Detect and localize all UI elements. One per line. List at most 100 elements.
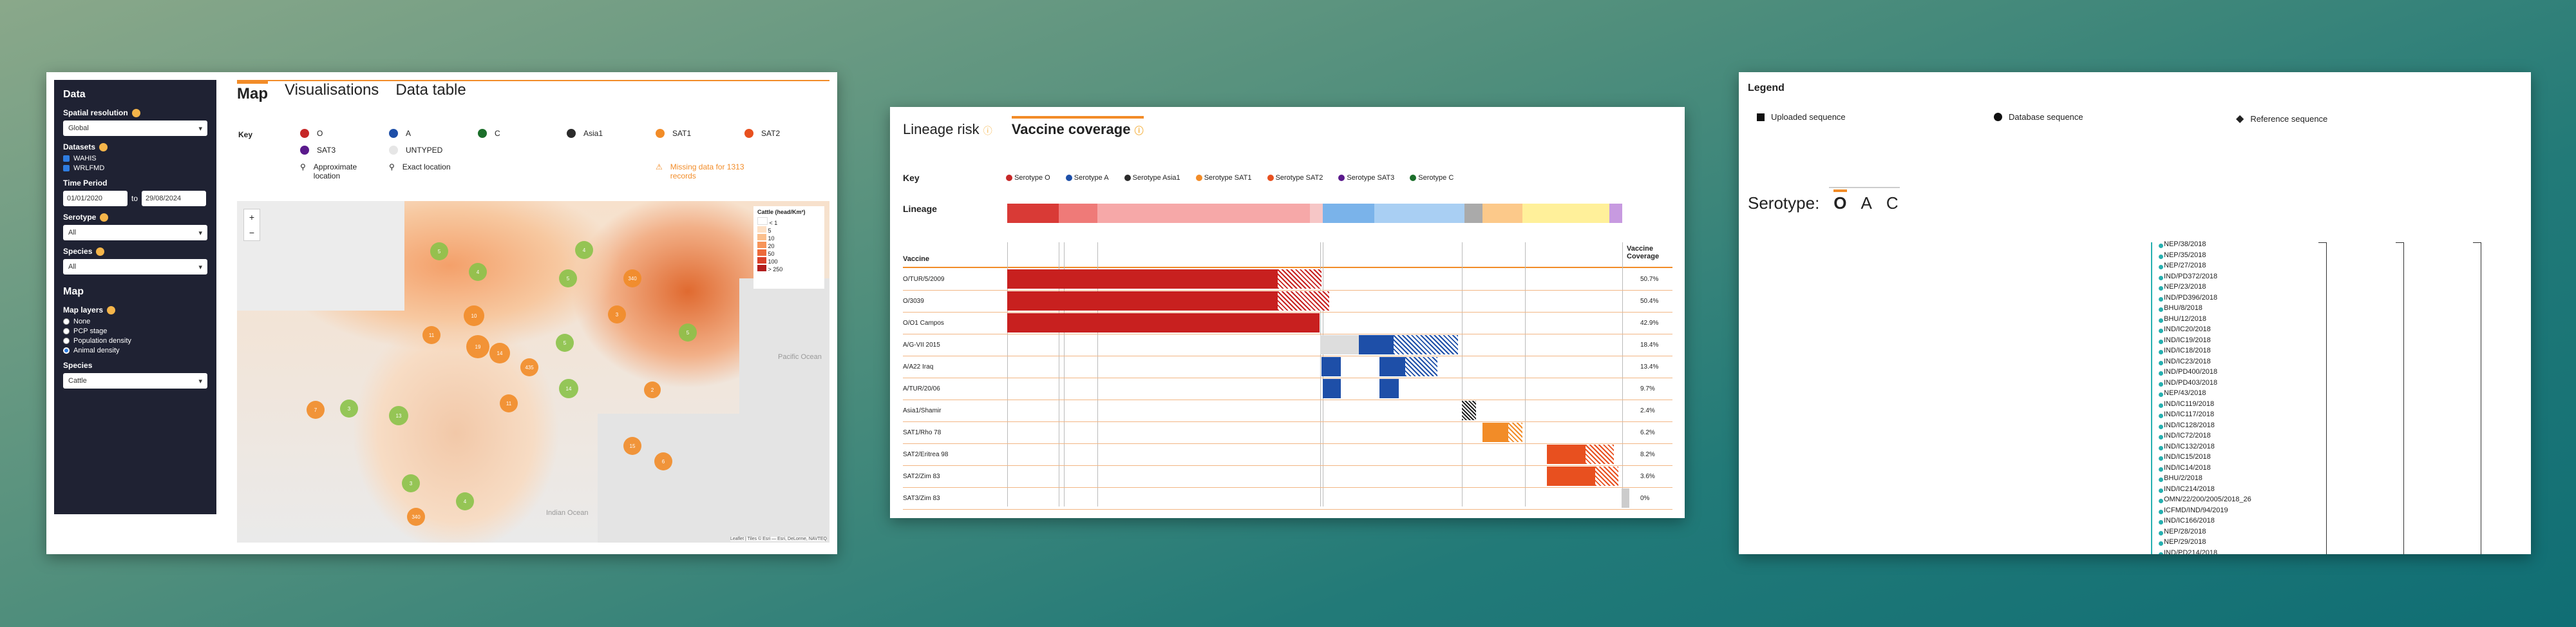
cluster-marker[interactable]: 14	[489, 343, 510, 363]
species2-select[interactable]: Cattle ▾	[63, 373, 207, 389]
tree-tip-icon[interactable]	[2159, 403, 2163, 408]
tree-leaf-label[interactable]: NEP/28/2018	[2164, 527, 2206, 535]
cluster-marker[interactable]: 4	[456, 492, 474, 510]
help-icon[interactable]	[99, 142, 108, 151]
tree-tip-icon[interactable]	[2159, 445, 2163, 450]
table-row[interactable]: SAT1/Rho 78 6.2%	[903, 421, 1672, 444]
map-attribution[interactable]: Leaflet | Tiles © Esri — Esri, DeLorme, …	[730, 537, 827, 541]
cluster-marker[interactable]: 5	[556, 334, 574, 352]
cluster-marker[interactable]: 4	[575, 241, 593, 259]
tree-leaf-label[interactable]: IND/IC72/2018	[2164, 432, 2211, 439]
tree-leaf-label[interactable]: OMN/22/200/2005/2018_26	[2164, 496, 2251, 503]
tree-tip-icon[interactable]	[2159, 350, 2163, 354]
tree-tip-icon[interactable]	[2159, 477, 2163, 482]
tree-leaf-label[interactable]: IND/IC15/2018	[2164, 453, 2211, 461]
cluster-marker[interactable]: 10	[464, 305, 484, 326]
cluster-marker[interactable]: 11	[500, 394, 518, 412]
help-icon[interactable]	[107, 305, 116, 314]
tree-tip-icon[interactable]	[2159, 392, 2163, 397]
tree-leaf-label[interactable]: NEP/43/2018	[2164, 389, 2206, 397]
tree-tip-icon[interactable]	[2159, 467, 2163, 472]
tree-tip-icon[interactable]	[2159, 414, 2163, 418]
tree-leaf-label[interactable]: IND/IC166/2018	[2164, 517, 2215, 525]
tree-tip-icon[interactable]	[2159, 488, 2163, 493]
table-row[interactable]: Asia1/Shamir 2.4%	[903, 400, 1672, 422]
cluster-marker[interactable]: 5	[559, 269, 577, 287]
tree-leaf-label[interactable]: IND/PD403/2018	[2164, 378, 2218, 387]
date-to-input[interactable]: 29/08/2024	[142, 191, 207, 206]
serotype-option-c[interactable]: C	[1886, 193, 1899, 213]
table-row[interactable]: O/TUR/5/2009 50.7%	[903, 268, 1672, 291]
tree-tip-icon[interactable]	[2159, 552, 2163, 554]
tree-tip-icon[interactable]	[2159, 456, 2163, 461]
tree-leaf-label[interactable]: NEP/29/2018	[2164, 538, 2206, 546]
missing-data-warning[interactable]: ⚠ Missing data for 1313 records	[656, 162, 744, 180]
tree-leaf-label[interactable]: NEP/38/2018	[2164, 240, 2206, 248]
help-icon[interactable]	[131, 108, 140, 117]
tree-tip-icon[interactable]	[2159, 371, 2163, 376]
tree-leaf-label[interactable]: NEP/27/2018	[2164, 262, 2206, 269]
tree-tip-icon[interactable]	[2159, 244, 2163, 248]
tree-tip-icon[interactable]	[2159, 520, 2163, 525]
tree-leaf-label[interactable]: IND/IC19/2018	[2164, 336, 2211, 344]
tree-leaf-label[interactable]: IND/IC117/2018	[2164, 410, 2215, 418]
layer-radio-pcp[interactable]: PCP stage	[63, 327, 207, 335]
table-row[interactable]: SAT2/Zim 83 3.6%	[903, 465, 1672, 488]
table-row[interactable]: O/O1 Campos 42.9%	[903, 312, 1672, 334]
serotype-select[interactable]: All ▾	[63, 225, 207, 240]
tree-tip-icon[interactable]	[2159, 499, 2163, 503]
tab-vaccine-coverage[interactable]: Vaccine coverage ⓘ	[1011, 116, 1144, 138]
tree-leaf-label[interactable]: IND/IC119/2018	[2164, 400, 2215, 408]
tree-tip-icon[interactable]	[2159, 381, 2163, 387]
tab-map[interactable]: Map	[237, 81, 268, 107]
help-icon[interactable]	[100, 213, 109, 222]
spatial-resolution-select[interactable]: Global ▾	[63, 121, 207, 136]
table-row[interactable]: A/G-VII 2015 18.4%	[903, 334, 1672, 356]
cluster-marker[interactable]: 340	[407, 508, 425, 526]
tree-leaf-label[interactable]: IND/IC14/2018	[2164, 463, 2211, 472]
cluster-marker[interactable]: 4	[469, 263, 487, 281]
cluster-marker[interactable]: 3	[402, 474, 420, 492]
radio-icon[interactable]	[63, 328, 70, 334]
cluster-marker[interactable]: 340	[623, 269, 641, 287]
tree-leaf-label[interactable]: IND/PD400/2018	[2164, 368, 2218, 376]
tree-tip-icon[interactable]	[2159, 435, 2163, 439]
cluster-marker[interactable]: 11	[422, 326, 440, 344]
dataset-checkbox-wahis[interactable]: WAHIS	[63, 155, 207, 162]
tree-leaf-label[interactable]: NEP/23/2018	[2164, 283, 2206, 291]
tree-leaf-label[interactable]: IND/PD396/2018	[2164, 293, 2218, 302]
tree-tip-icon[interactable]	[2159, 296, 2163, 302]
tab-visualisations[interactable]: Visualisations	[285, 81, 379, 99]
radio-icon[interactable]	[63, 347, 70, 354]
tree-leaf-label[interactable]: BHU/2/2018	[2164, 474, 2202, 482]
tree-tip-icon[interactable]	[2159, 286, 2163, 291]
cluster-marker[interactable]: 7	[307, 401, 325, 419]
serotype-option-a[interactable]: A	[1861, 193, 1872, 213]
table-row[interactable]: A/TUR/20/06 9.7%	[903, 378, 1672, 400]
cluster-marker[interactable]: 3	[340, 400, 358, 418]
checkbox-icon[interactable]	[63, 165, 70, 171]
info-icon[interactable]: ⓘ	[983, 126, 992, 136]
table-row[interactable]: A/A22 Iraq 13.4%	[903, 356, 1672, 378]
cluster-marker[interactable]: 14	[559, 379, 578, 398]
table-row[interactable]: SAT2/Eritrea 98 8.2%	[903, 443, 1672, 466]
table-row[interactable]: O/3039 50.4%	[903, 290, 1672, 313]
tree-leaf-label[interactable]: IND/IC128/2018	[2164, 421, 2215, 429]
date-from-input[interactable]: 01/01/2020	[63, 191, 128, 206]
tree-tip-icon[interactable]	[2159, 541, 2163, 546]
tree-leaf-label[interactable]: BHU/8/2018	[2164, 304, 2202, 312]
cluster-marker[interactable]: 5	[430, 242, 448, 260]
cluster-marker[interactable]: 6	[654, 452, 672, 470]
tree-tip-icon[interactable]	[2159, 509, 2163, 514]
dataset-checkbox-wrlfmd[interactable]: WRLFMD	[63, 164, 207, 172]
lineage-bar[interactable]	[1007, 204, 1622, 223]
zoom-control[interactable]: + −	[243, 209, 260, 241]
tree-leaf-label[interactable]: ICFMD/IND/94/2019	[2164, 506, 2228, 514]
tab-data-table[interactable]: Data table	[395, 81, 466, 99]
cluster-marker[interactable]: 2	[644, 381, 661, 398]
radio-icon[interactable]	[63, 338, 70, 344]
tree-tip-icon[interactable]	[2159, 254, 2163, 259]
zoom-in-button[interactable]: +	[249, 212, 255, 222]
serotype-option-o[interactable]: O	[1833, 189, 1847, 213]
tree-tip-icon[interactable]	[2159, 307, 2163, 312]
